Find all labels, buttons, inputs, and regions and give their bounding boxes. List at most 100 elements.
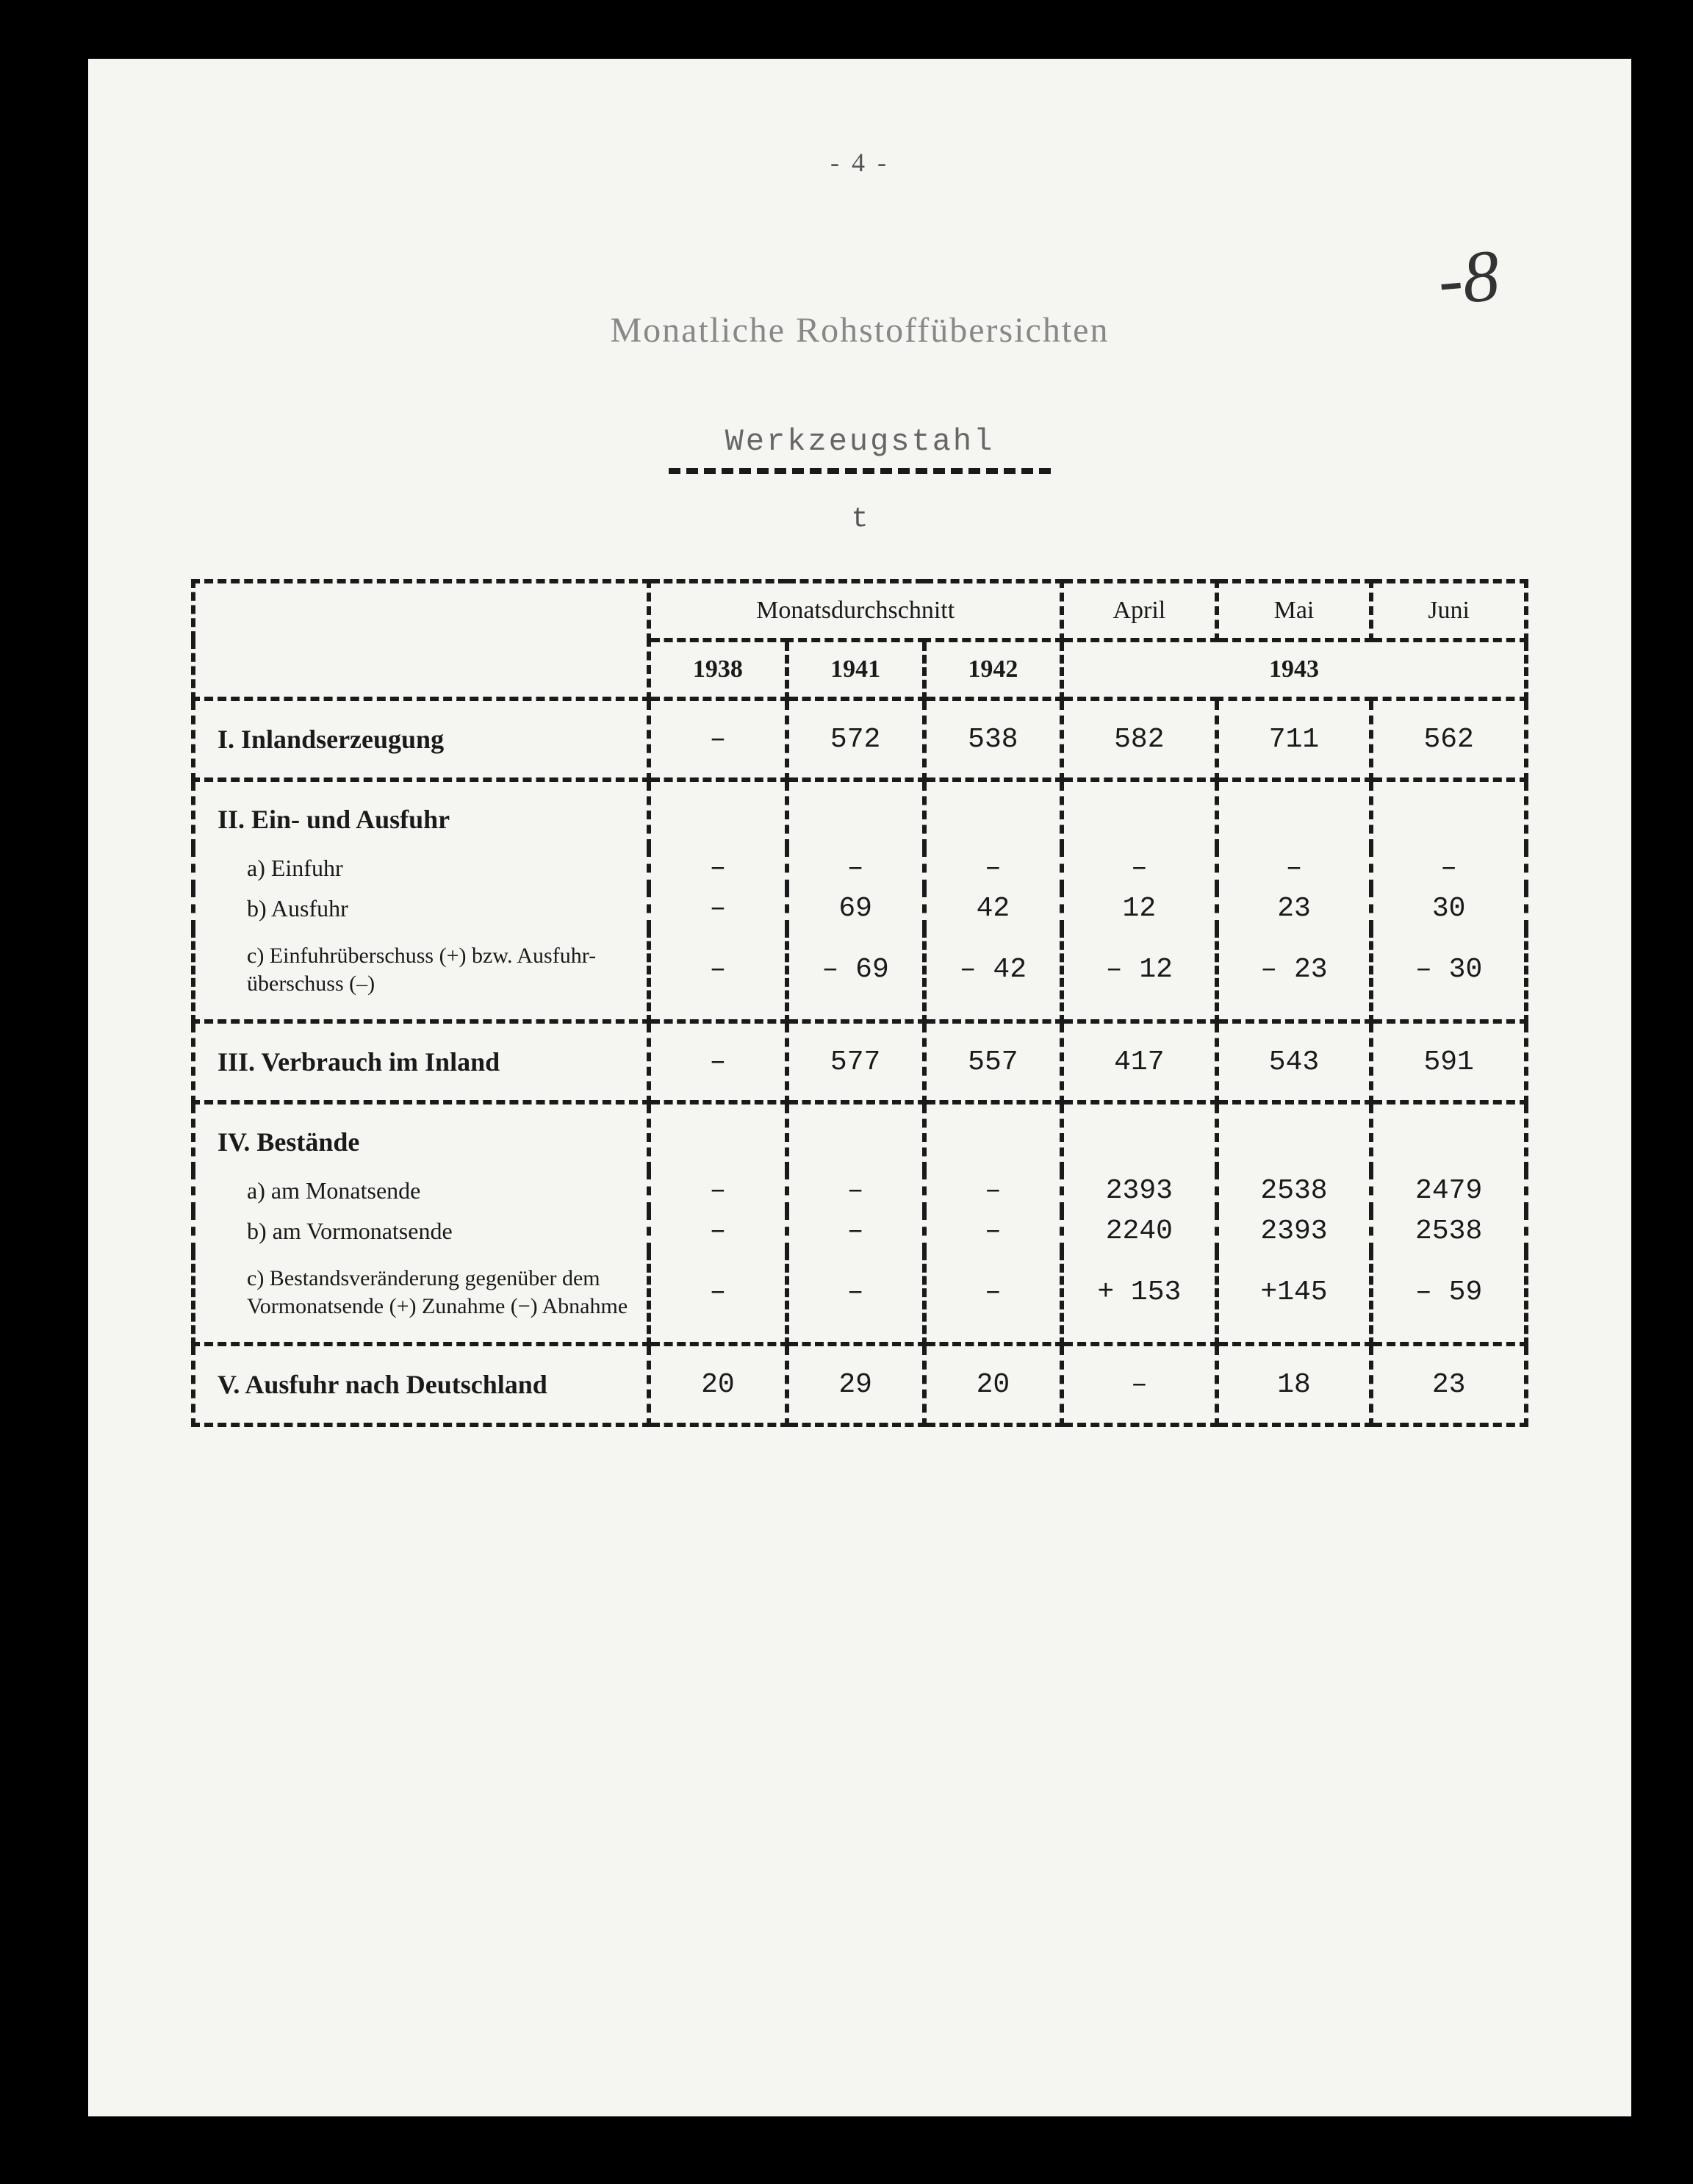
row-label: b) am Vormonatsende: [193, 1211, 649, 1251]
table-row: a) Einfuhr – – – – – –: [193, 848, 1526, 888]
header-month: Juni: [1371, 581, 1526, 640]
table-row: c) Einfuhrüberschuss (+) bzw. Ausfuhr-üb…: [193, 929, 1526, 1021]
cell: 20: [924, 1344, 1062, 1425]
table-row: II. Ein- und Ausfuhr: [193, 780, 1526, 848]
subtitle-underline: [669, 468, 1051, 474]
data-table: Monatsdurchschnitt April Mai Juni 1938 1…: [191, 579, 1528, 1427]
header-year: 1941: [787, 640, 924, 699]
cell: –: [649, 888, 786, 929]
header-blank: [193, 581, 649, 699]
cell: [1371, 1102, 1526, 1171]
document-subtitle: Werkzeugstahl: [162, 424, 1558, 459]
row-label: I. Inlandserzeugung: [193, 699, 649, 780]
cell: [1217, 780, 1372, 848]
cell: 29: [787, 1344, 924, 1425]
header-year: 1938: [649, 640, 786, 699]
table-row: a) am Monatsende – – – 2393 2538 2479: [193, 1171, 1526, 1211]
cell: [924, 780, 1062, 848]
cell: 30: [1371, 888, 1526, 929]
cell: –: [787, 1251, 924, 1344]
cell: [1371, 780, 1526, 848]
cell: 543: [1217, 1021, 1372, 1102]
cell: –: [924, 1171, 1062, 1211]
cell: –: [649, 1211, 786, 1251]
page-number: - 4 -: [162, 147, 1558, 178]
data-table-container: Monatsdurchschnitt April Mai Juni 1938 1…: [191, 579, 1528, 1427]
cell: –: [649, 848, 786, 888]
cell: –: [787, 1171, 924, 1211]
cell: –: [1371, 848, 1526, 888]
cell: – 30: [1371, 929, 1526, 1021]
row-label: c) Einfuhrüberschuss (+) bzw. Ausfuhr-üb…: [193, 929, 649, 1021]
cell: 2479: [1371, 1171, 1526, 1211]
table-row: III. Verbrauch im Inland – 577 557 417 5…: [193, 1021, 1526, 1102]
film-notch: [0, 558, 103, 691]
row-label: II. Ein- und Ausfuhr: [193, 780, 649, 848]
cell: +145: [1217, 1251, 1372, 1344]
cell: 572: [787, 699, 924, 780]
film-notch: [0, 220, 103, 353]
cell: 2393: [1217, 1211, 1372, 1251]
cell: 23: [1217, 888, 1372, 929]
cell: –: [649, 1021, 786, 1102]
row-label: V. Ausfuhr nach Deutschland: [193, 1344, 649, 1425]
table-row: b) Ausfuhr – 69 42 12 23 30: [193, 888, 1526, 929]
cell: [649, 780, 786, 848]
cell: – 59: [1371, 1251, 1526, 1344]
handwritten-annotation: -8: [1434, 233, 1503, 323]
cell: [1217, 1102, 1372, 1171]
cell: 2538: [1371, 1211, 1526, 1251]
cell: –: [924, 848, 1062, 888]
cell: 562: [1371, 699, 1526, 780]
cell: –: [649, 699, 786, 780]
cell: [924, 1102, 1062, 1171]
cell: – 42: [924, 929, 1062, 1021]
table-row: I. Inlandserzeugung – 572 538 582 711 56…: [193, 699, 1526, 780]
row-label: b) Ausfuhr: [193, 888, 649, 929]
cell: 2538: [1217, 1171, 1372, 1211]
cell: –: [787, 1211, 924, 1251]
cell: 23: [1371, 1344, 1526, 1425]
row-label: c) Bestandsveränderung gegenüber dem Vor…: [193, 1251, 649, 1344]
unit-label: t: [162, 503, 1558, 535]
cell: –: [1062, 1344, 1217, 1425]
document-title: Monatliche Rohstoffübersichten: [162, 310, 1558, 351]
header-month: April: [1062, 581, 1217, 640]
table-header-row: Monatsdurchschnitt April Mai Juni: [193, 581, 1526, 640]
cell: [1062, 1102, 1217, 1171]
cell: –: [1062, 848, 1217, 888]
cell: – 12: [1062, 929, 1217, 1021]
cell: 557: [924, 1021, 1062, 1102]
cell: –: [924, 1211, 1062, 1251]
header-year: 1942: [924, 640, 1062, 699]
row-label: a) am Monatsende: [193, 1171, 649, 1211]
cell: 711: [1217, 699, 1372, 780]
film-notch: [0, 897, 103, 1029]
table-row: c) Bestandsveränderung gegenüber dem Vor…: [193, 1251, 1526, 1344]
cell: [787, 780, 924, 848]
cell: [649, 1102, 786, 1171]
row-label: a) Einfuhr: [193, 848, 649, 888]
cell: –: [649, 1251, 786, 1344]
cell: + 153: [1062, 1251, 1217, 1344]
table-row: b) am Vormonatsende – – – 2240 2393 2538: [193, 1211, 1526, 1251]
film-notch: [0, 1573, 103, 1705]
header-year: 1943: [1062, 640, 1526, 699]
cell: [1062, 780, 1217, 848]
cell: [787, 1102, 924, 1171]
cell: 577: [787, 1021, 924, 1102]
cell: 18: [1217, 1344, 1372, 1425]
cell: –: [649, 1171, 786, 1211]
film-notch: [0, 1235, 103, 1367]
cell: – 23: [1217, 929, 1372, 1021]
cell: –: [924, 1251, 1062, 1344]
row-label: IV. Bestände: [193, 1102, 649, 1171]
cell: 591: [1371, 1021, 1526, 1102]
cell: – 69: [787, 929, 924, 1021]
table-row: IV. Bestände: [193, 1102, 1526, 1171]
cell: 2393: [1062, 1171, 1217, 1211]
cell: 69: [787, 888, 924, 929]
header-month: Mai: [1217, 581, 1372, 640]
header-group-avg: Monatsdurchschnitt: [649, 581, 1062, 640]
cell: 42: [924, 888, 1062, 929]
